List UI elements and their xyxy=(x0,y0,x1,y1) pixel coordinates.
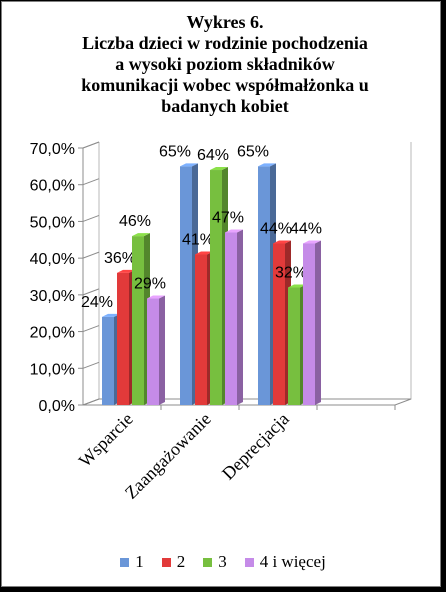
y-tick-depth xyxy=(82,288,100,296)
data-label: 65% xyxy=(159,143,191,160)
data-label: 36% xyxy=(104,250,136,267)
legend-item: 1 xyxy=(120,552,144,572)
title-line: Wykres 6. xyxy=(186,12,264,32)
bar xyxy=(180,166,192,405)
title-line: komunikacji wobec współmałżonka u xyxy=(81,75,369,95)
data-label: 32% xyxy=(275,265,307,282)
title-line: a wysoki poziom składników xyxy=(115,54,335,74)
category-label: Wsparcie xyxy=(75,409,137,471)
legend-label: 2 xyxy=(176,552,186,571)
bar xyxy=(303,243,315,405)
bar xyxy=(117,272,129,405)
legend-label: 3 xyxy=(218,552,227,571)
bar xyxy=(147,298,159,405)
bar-top xyxy=(195,251,213,255)
y-tick-depth xyxy=(82,325,100,333)
y-tick-label: 0,0% xyxy=(39,398,75,415)
bar-top xyxy=(102,313,120,317)
bar-side xyxy=(315,240,321,405)
data-label: 29% xyxy=(134,276,166,293)
y-tick-label: 70,0% xyxy=(30,141,75,158)
bar-top xyxy=(147,295,165,299)
y-tick-depth xyxy=(82,178,100,186)
legend-swatch xyxy=(203,557,213,567)
bar-top xyxy=(225,229,243,233)
data-label: 65% xyxy=(237,143,269,160)
data-label: 46% xyxy=(119,213,151,230)
chart-title: Wykres 6. Liczba dzieci w rodzinie pocho… xyxy=(40,12,410,117)
y-tick-label: 60,0% xyxy=(30,178,75,195)
bar xyxy=(132,236,144,405)
bar-side xyxy=(237,229,243,405)
bar-top xyxy=(273,240,291,244)
legend-label: 1 xyxy=(135,552,144,571)
y-tick-label: 40,0% xyxy=(30,251,75,268)
bar-side xyxy=(159,295,165,405)
bar-top xyxy=(117,269,135,273)
bar xyxy=(258,166,270,405)
data-label: 47% xyxy=(212,209,244,226)
y-tick-depth xyxy=(82,251,100,259)
bar xyxy=(225,232,237,405)
y-tick-label: 30,0% xyxy=(30,288,75,305)
y-tick-depth xyxy=(82,361,100,369)
y-tick-depth xyxy=(82,398,100,406)
bar xyxy=(195,254,207,405)
y-tick-depth xyxy=(82,214,100,222)
category-label: Deprecjacja xyxy=(218,409,293,484)
title-line: Liczba dzieci w rodzinie pochodzenia xyxy=(82,33,368,53)
bar xyxy=(210,170,222,405)
bar xyxy=(288,287,300,405)
bar-top xyxy=(180,163,198,167)
y-tick-depth xyxy=(82,141,100,149)
legend-item: 3 xyxy=(203,552,227,572)
bar-top xyxy=(210,167,228,171)
legend-swatch xyxy=(161,557,171,567)
y-tick-label: 10,0% xyxy=(30,361,75,378)
bar-top xyxy=(303,240,321,244)
y-tick-label: 50,0% xyxy=(30,214,75,231)
bar-top xyxy=(258,163,276,167)
title-line: badanych kobiet xyxy=(161,96,289,116)
data-label: 41% xyxy=(182,231,214,248)
legend-item: 2 xyxy=(161,552,186,572)
legend-swatch xyxy=(120,557,130,567)
data-label: 24% xyxy=(81,294,113,311)
legend-swatch xyxy=(244,557,254,567)
data-label: 44% xyxy=(260,220,292,237)
bar xyxy=(273,243,285,405)
legend-label: 4 i więcej xyxy=(259,552,326,571)
legend: 1 2 3 4 i więcej xyxy=(0,552,446,572)
bar xyxy=(102,316,114,405)
legend-item: 4 i więcej xyxy=(244,552,326,572)
data-label: 44% xyxy=(290,220,322,237)
y-tick-label: 20,0% xyxy=(30,325,75,342)
data-label: 64% xyxy=(197,147,229,164)
bar-top xyxy=(132,233,150,237)
bar-top xyxy=(288,284,306,288)
